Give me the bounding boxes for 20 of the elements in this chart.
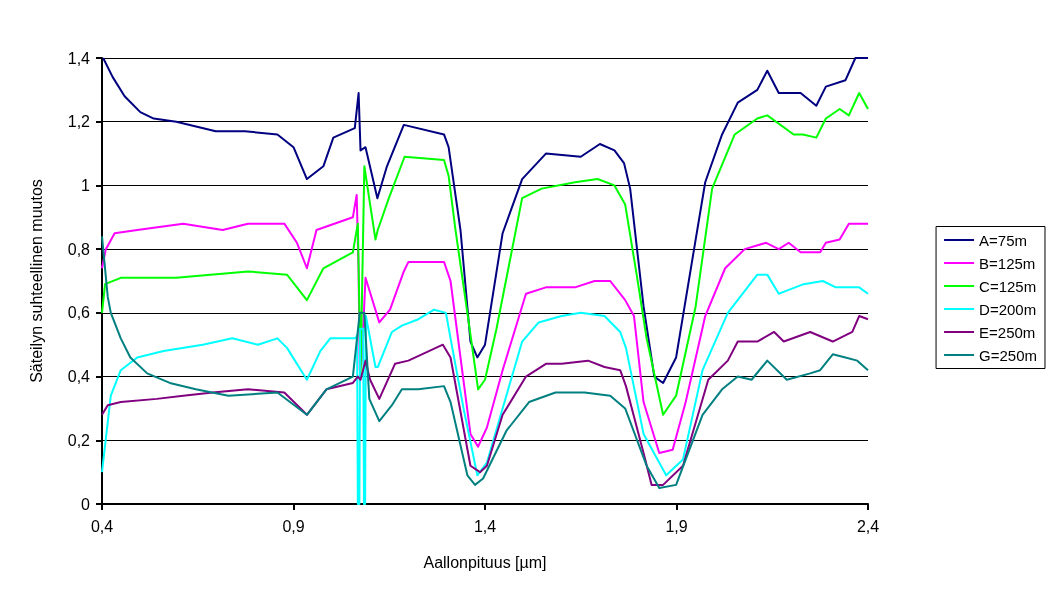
x-tick-label: 1,4: [473, 517, 497, 535]
legend-label: E=250m: [979, 323, 1036, 341]
y-tick-label: 0,4: [67, 368, 91, 386]
legend-label: G=250m: [979, 346, 1037, 364]
x-axis-title: Aallonpituus [µm]: [423, 553, 547, 571]
y-tick-label: 0: [81, 495, 91, 513]
x-tick-label: 0,9: [282, 517, 305, 535]
y-tick-label: 0,2: [67, 431, 91, 449]
y-tick-label: 0,8: [67, 240, 91, 258]
legend-label: C=125m: [979, 277, 1037, 295]
legend-label: B=125m: [979, 254, 1036, 272]
legend-label: A=75m: [979, 231, 1027, 249]
y-axis-title: Säteilyn suhteellinen muutos: [27, 179, 45, 383]
x-tick-label: 2,4: [856, 517, 880, 535]
legend-label: D=200m: [979, 300, 1037, 318]
y-tick-label: 1,2: [67, 113, 91, 131]
y-tick-label: 1: [81, 176, 91, 194]
y-tick-label: 0,6: [67, 304, 91, 322]
x-tick-label: 1,9: [665, 517, 688, 535]
y-tick-label: 1,4: [67, 49, 91, 67]
